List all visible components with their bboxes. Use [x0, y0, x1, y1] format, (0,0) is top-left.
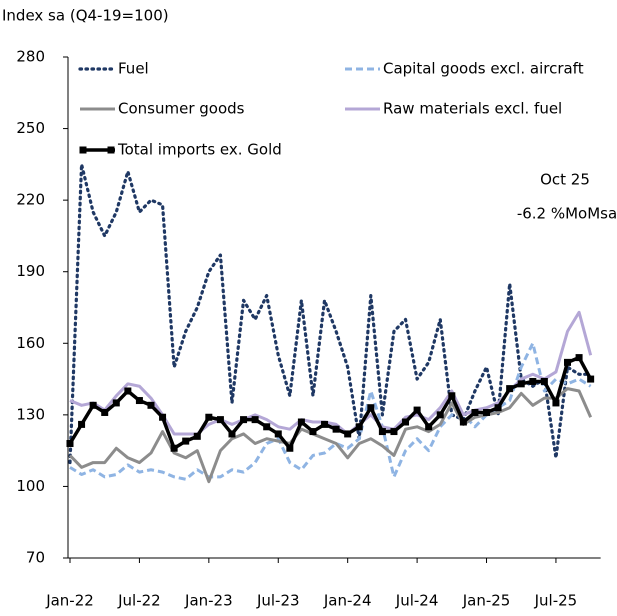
series-marker	[159, 413, 167, 421]
legend-marker	[107, 146, 115, 154]
series-line	[69, 341, 592, 481]
series-marker	[517, 380, 525, 388]
y-tick-label: 190	[16, 262, 45, 280]
series-marker	[448, 392, 456, 400]
y-tick-label: 100	[16, 477, 45, 495]
series-marker	[552, 399, 560, 407]
series-marker	[332, 425, 340, 433]
series-marker	[147, 401, 155, 409]
series-marker	[321, 420, 329, 428]
series-marker	[540, 377, 548, 385]
series-marker	[297, 418, 305, 426]
series-marker	[459, 418, 467, 426]
series-marker	[506, 385, 514, 393]
series-line	[68, 162, 593, 465]
y-tick-label: 280	[16, 48, 45, 66]
series-line	[68, 355, 593, 451]
y-tick-label: 250	[16, 119, 45, 137]
series-marker	[309, 428, 317, 436]
y-tick-label: 220	[16, 191, 45, 209]
x-tick-label: Jan-25	[462, 592, 511, 610]
series-marker	[274, 430, 282, 438]
annotation: Oct 25	[540, 171, 590, 189]
series-marker	[286, 444, 294, 452]
series-marker	[124, 387, 132, 395]
series-marker	[471, 408, 479, 416]
series-marker	[494, 404, 502, 412]
series-line	[69, 310, 593, 436]
series-marker	[413, 406, 421, 414]
series-marker	[193, 432, 201, 440]
series-marker	[240, 416, 248, 424]
series-marker	[367, 404, 375, 412]
series-marker	[390, 428, 398, 436]
series-marker	[66, 439, 74, 447]
legend-label: Capital goods excl. aircraft	[383, 60, 584, 78]
series-marker	[587, 375, 595, 383]
y-axis-label: Index sa (Q4-19=100)	[2, 7, 169, 25]
legend-label: Total imports ex. Gold	[117, 141, 282, 159]
series-marker	[355, 423, 363, 431]
y-tick-label: 70	[26, 549, 45, 567]
series-marker	[228, 430, 236, 438]
series-marker	[378, 428, 386, 436]
y-tick-label: 160	[16, 334, 45, 352]
series-marker	[263, 423, 271, 431]
x-tick-label: Jul-22	[117, 592, 161, 610]
y-tick-label: 130	[16, 405, 45, 423]
series-marker	[564, 358, 572, 366]
series-marker	[251, 416, 259, 424]
series-marker	[575, 354, 583, 362]
series-marker	[101, 408, 109, 416]
series-marker	[483, 408, 491, 416]
series-marker	[402, 418, 410, 426]
annotation: -6.2 %MoMsa	[517, 205, 617, 223]
x-tick-label: Jul-25	[534, 592, 578, 610]
series-marker	[170, 444, 178, 452]
x-tick-label: Jan-24	[323, 592, 372, 610]
series-marker	[425, 423, 433, 431]
series-marker	[78, 420, 86, 428]
x-tick-label: Jan-23	[184, 592, 233, 610]
series-marker	[112, 399, 120, 407]
series-marker	[436, 411, 444, 419]
x-tick-label: Jul-23	[256, 592, 300, 610]
series-line	[68, 387, 593, 484]
series-marker	[529, 377, 537, 385]
series-marker	[182, 437, 190, 445]
legend-label: Consumer goods	[118, 100, 245, 118]
x-tick-label: Jul-24	[395, 592, 439, 610]
series-marker	[205, 413, 213, 421]
series-marker	[216, 416, 224, 424]
legend-label: Raw materials excl. fuel	[383, 100, 562, 118]
x-tick-label: Jan-22	[45, 592, 94, 610]
legend-marker	[79, 146, 87, 154]
series-marker	[89, 401, 97, 409]
legend-label: Fuel	[118, 60, 149, 78]
series-marker	[135, 397, 143, 405]
series-marker	[344, 430, 352, 438]
